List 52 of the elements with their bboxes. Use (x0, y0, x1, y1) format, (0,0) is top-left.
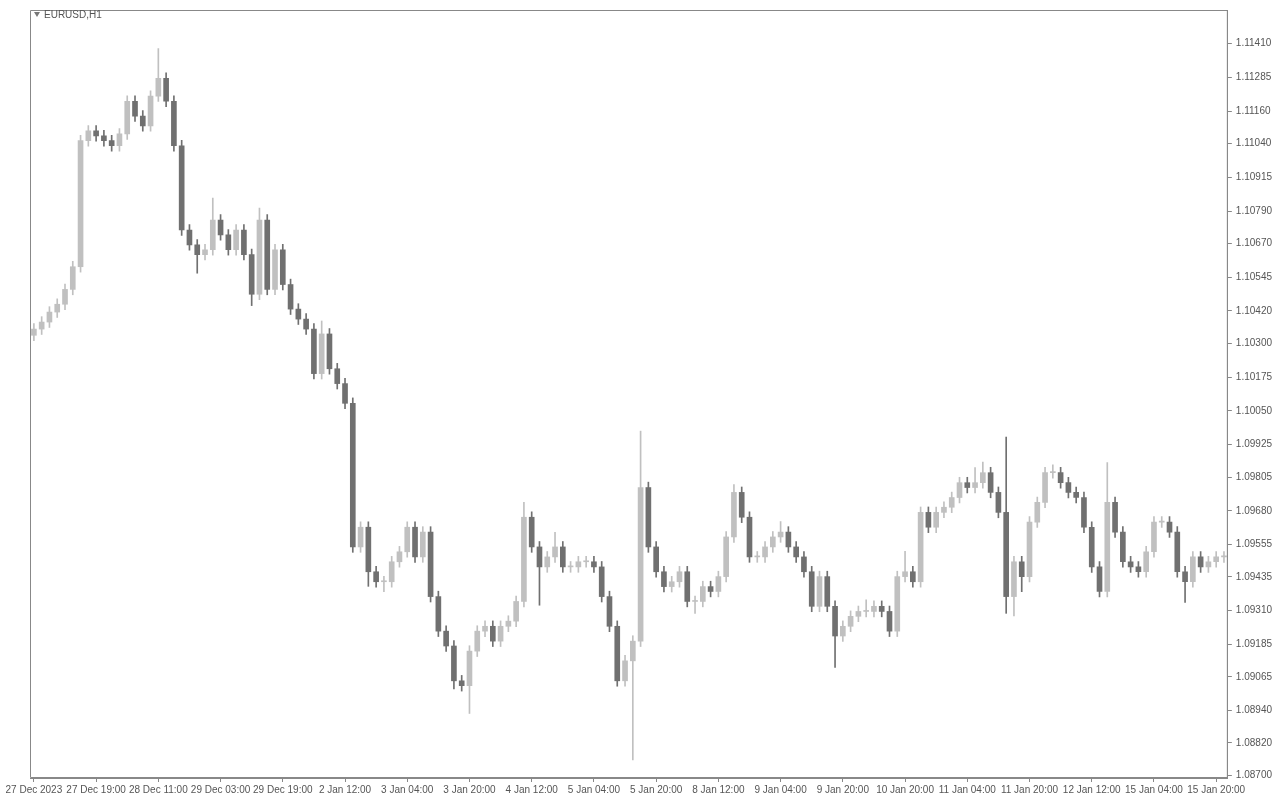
y-tick-label: 1.08700 (1235, 769, 1273, 781)
candlestick (629, 635, 636, 761)
x-tick-label: 10 Jan 20:00 (876, 783, 935, 795)
y-tick-label: 1.10915 (1235, 171, 1273, 183)
candlestick (972, 467, 978, 494)
x-tick-label: 3 Jan 20:00 (443, 783, 497, 795)
y-tick-label: 1.10670 (1235, 237, 1273, 249)
x-tick-label: 15 Jan 04:00 (1125, 783, 1184, 795)
x-tick-label: 29 Dec 19:00 (253, 783, 313, 795)
x-tick-label: 9 Jan 20:00 (816, 783, 870, 795)
x-tick-label: 9 Jan 04:00 (754, 783, 808, 795)
x-tick-label: 15 Jan 20:00 (1187, 783, 1246, 795)
y-tick-label: 1.09805 (1235, 470, 1273, 482)
y-tick-label: 1.10790 (1235, 204, 1273, 216)
y-tick-label: 1.09310 (1235, 604, 1273, 616)
x-tick-label: 27 Dec 19:00 (66, 783, 127, 795)
y-tick-label: 1.09555 (1235, 538, 1273, 550)
y-tick-label: 1.11285 (1235, 71, 1272, 83)
y-tick-label: 1.10300 (1235, 337, 1273, 349)
y-tick-label: 1.09435 (1235, 570, 1273, 582)
y-tick-label: 1.10545 (1235, 271, 1273, 282)
candlestick (902, 550, 908, 583)
x-tick-label: 8 Jan 12:00 (692, 783, 745, 795)
candlestick (863, 599, 869, 618)
x-tick-label: 27 Dec 2023 (5, 783, 63, 795)
y-tick-label: 1.10175 (1235, 370, 1273, 382)
y-tick-label: 1.11040 (1235, 137, 1272, 149)
y-tick-label: 1.10050 (1235, 404, 1273, 416)
x-tick-label: 2 Jan 12:00 (318, 783, 372, 795)
candlestick (381, 576, 387, 593)
y-tick-label: 1.09680 (1235, 504, 1273, 516)
x-tick-label: 5 Jan 20:00 (630, 783, 683, 795)
y-tick-label: 1.11160 (1235, 104, 1271, 116)
x-tick-label: 29 Dec 03:00 (190, 783, 251, 795)
y-tick-label: 1.09925 (1235, 438, 1273, 450)
x-tick-label: 4 Jan 12:00 (505, 783, 559, 795)
x-tick-label: 28 Dec 11:00 (128, 783, 189, 795)
candlestick (583, 556, 589, 568)
x-tick-label: 11 Jan 04:00 (938, 783, 997, 795)
candlestick (692, 595, 698, 614)
y-tick-label: 1.08820 (1235, 736, 1273, 748)
y-tick-label: 1.10420 (1235, 304, 1273, 316)
candlestick (1050, 464, 1056, 479)
y-tick-label: 1.09065 (1235, 670, 1273, 682)
x-tick-label: 5 Jan 04:00 (567, 783, 621, 795)
y-tick-label: 1.11410 (1235, 37, 1272, 49)
y-tick-label: 1.08940 (1235, 704, 1273, 716)
x-tick-label: 12 Jan 12:00 (1062, 783, 1122, 795)
y-tick-label: 1.09185 (1235, 638, 1273, 650)
chart-title: EURUSD,H1 (44, 9, 102, 20)
x-tick-label: 3 Jan 04:00 (381, 783, 434, 795)
x-tick-label: 11 Jan 20:00 (1000, 783, 1059, 795)
